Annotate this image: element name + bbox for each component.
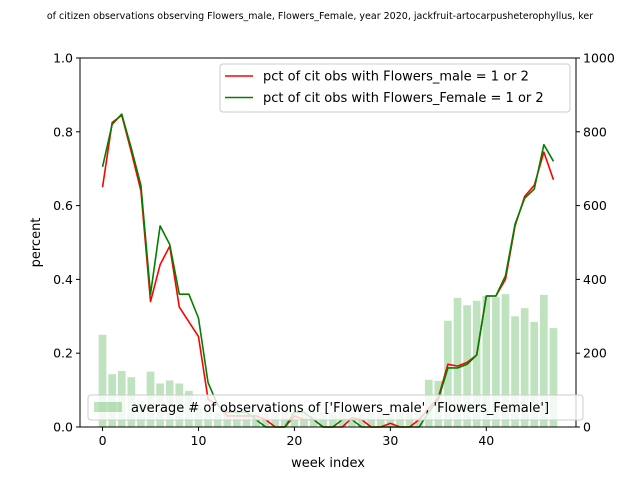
y-tick-label: 1.0 [53, 51, 73, 66]
x-tick-label: 30 [382, 433, 398, 448]
bar [98, 334, 107, 427]
legend-bars: average # of observations of ['Flowers_m… [87, 394, 584, 421]
chart-title-text: of citizen observations observing Flower… [47, 11, 593, 22]
bar [453, 297, 462, 427]
bar [472, 300, 481, 427]
y-tick-label: 0.2 [53, 346, 73, 361]
bar [444, 320, 452, 427]
bar [501, 294, 510, 427]
x-tick-label: 20 [286, 433, 302, 448]
y-tick-label: 0.4 [53, 272, 73, 287]
y-tick-label: 0.8 [53, 124, 73, 139]
legend-label: average # of observations of ['Flowers_m… [131, 401, 549, 416]
x-axis-label: week index [291, 456, 365, 471]
legend-bar-swatch [94, 402, 122, 412]
axis-labels: week index percent [29, 218, 365, 471]
legend-box [87, 394, 584, 421]
y2-tick-label: 200 [583, 346, 607, 361]
bar [540, 294, 548, 427]
bar [549, 328, 558, 427]
x-axis-ticks: 0 10 20 30 40 [99, 427, 494, 448]
y-tick-label: 0.6 [53, 198, 73, 213]
y2-tick-label: 600 [583, 198, 607, 213]
y-axis-ticks: 0.0 0.2 0.4 0.6 0.8 1.0 [53, 51, 80, 435]
legend-label: pct of cit obs with Flowers_male = 1 or … [263, 70, 529, 85]
bar [482, 296, 491, 427]
legend-lines: pct of cit obs with Flowers_male = 1 or … [219, 63, 571, 113]
x-tick-label: 40 [478, 433, 494, 448]
bar [520, 308, 529, 427]
y-tick-label: 0.0 [53, 420, 73, 435]
y2-axis-ticks: 0 200 400 600 800 1000 [576, 51, 615, 435]
bar [492, 297, 500, 427]
y-axis-label: percent [29, 218, 44, 268]
chart-title: of citizen observations observing Flower… [47, 11, 593, 22]
x-tick-label: 10 [191, 433, 207, 448]
bar [511, 316, 519, 427]
legend-box [219, 63, 571, 113]
x-tick-label: 0 [99, 433, 107, 448]
y2-tick-label: 400 [583, 272, 607, 287]
y2-tick-label: 1000 [583, 51, 615, 66]
bar [463, 305, 471, 427]
bar [530, 321, 539, 427]
y2-tick-label: 0 [583, 420, 591, 435]
legend-label: pct of cit obs with Flowers_Female = 1 o… [263, 91, 544, 106]
plot-frame [79, 57, 577, 428]
y2-tick-label: 800 [583, 124, 607, 139]
